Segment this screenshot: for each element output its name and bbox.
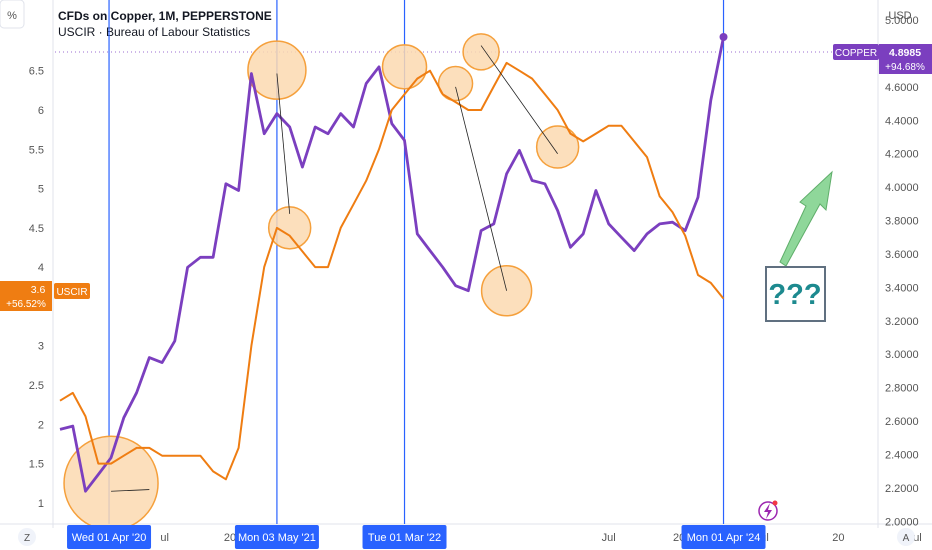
right-tick-label: 2.6000 [885,416,919,428]
time-highlight-label: Tue 01 Mar '22 [368,532,441,544]
question-text: ??? [768,279,821,311]
lightning-icon[interactable] [758,500,778,521]
right-tick-label: 2.8000 [885,383,919,395]
uscir-name: USCIR [56,287,87,298]
left-tick-label: 5 [38,184,44,196]
timezone-button[interactable]: Z [18,528,36,546]
uscir-value-badge: 3.6 +56.52% USCIR [0,281,90,311]
highlight-circle [247,40,307,100]
right-tick-label: 4.0000 [885,182,919,194]
right-tick-label: 3.6000 [885,249,919,261]
uscir-series-line [59,61,725,481]
uscir-value: 3.6 [31,284,46,296]
left-tick-label: 4 [38,262,44,274]
time-tick-label: 20 [832,532,844,544]
connector-line [455,86,507,291]
left-axis: 6.5 6 5.5 5 4.5 4 3 2.5 2 1.5 1 [29,66,44,510]
left-tick-label: 4.5 [29,223,44,235]
left-tick-label: 3 [38,341,44,353]
copper-series-line [59,36,725,493]
highlight-circle [535,125,580,169]
copper-price: 4.8985 [889,47,921,59]
question-box: ??? [765,266,826,322]
connector-line [111,489,150,492]
right-tick-label: 3.0000 [885,349,919,361]
time-highlight-badge [234,525,319,549]
time-highlight-label: Mon 01 Apr '24 [687,532,761,544]
right-tick-label: 2.0000 [885,516,919,528]
connector-line [480,45,558,154]
highlight-circle [462,33,500,71]
right-tick-label: 2.2000 [885,483,919,495]
right-unit-label[interactable]: USD [888,10,911,22]
highlight-circle [381,44,428,90]
left-unit-label: % [7,10,17,22]
right-tick-label: 2.4000 [885,449,919,461]
copper-price-badge: COPPER 4.8985 +94.68% [833,44,932,74]
right-axis: 5.0000 4.6000 4.4000 4.2000 4.0000 3.8000 3.60… [885,15,919,528]
chart-title: CFDs on Copper, 1M, PEPPERSTONE [58,9,272,23]
time-axis-highlights: Wed 01 Apr '20 Mon 03 May '21 Tue 01 Mar '… [67,525,766,549]
copper-last-point [719,33,728,42]
right-tick-label: 3.4000 [885,282,919,294]
time-highlight-label: Wed 01 Apr '20 [72,532,147,544]
copper-change: +94.68% [885,62,925,73]
time-tick-label: ul [913,532,922,544]
right-tick-label: 3.8000 [885,216,919,228]
unit-toggle-left[interactable] [0,0,25,29]
highlight-circle [267,206,312,250]
svg-text:Z: Z [24,533,30,544]
time-tick-label: Jul [602,532,616,544]
time-highlight-label: Mon 03 May '21 [238,532,316,544]
right-tick-label: 5.0000 [885,15,919,27]
copper-name: COPPER [835,48,877,59]
time-highlight-badge [67,525,152,549]
left-tick-label: 2.5 [29,380,44,392]
connector-lines [111,45,558,492]
highlight-circle [437,65,474,102]
series-lines [59,33,728,493]
uscir-change: +56.52% [6,299,46,310]
auto-scale-button[interactable]: A [897,528,915,546]
left-tick-label: 5.5 [29,144,44,156]
connector-line [276,73,291,214]
time-tick-label: ul [160,532,169,544]
time-highlight-badge [681,525,766,549]
right-tick-label: 3.2000 [885,316,919,328]
right-tick-label: 4.4000 [885,115,919,127]
left-tick-label: 6 [38,105,44,117]
right-tick-label: 4.6000 [885,82,919,94]
left-tick-label: 2 [38,419,44,431]
left-tick-label: 6.5 [29,66,44,78]
indicator-legend: USCIR · Bureau of Labour Statistics [58,25,250,39]
left-tick-label: 1 [38,498,44,510]
time-highlight-badge [362,525,447,549]
left-tick-label: 1.5 [29,459,44,471]
up-arrow-annotation [779,170,833,267]
svg-text:A: A [903,533,910,544]
right-tick-label: 4.2000 [885,149,919,161]
